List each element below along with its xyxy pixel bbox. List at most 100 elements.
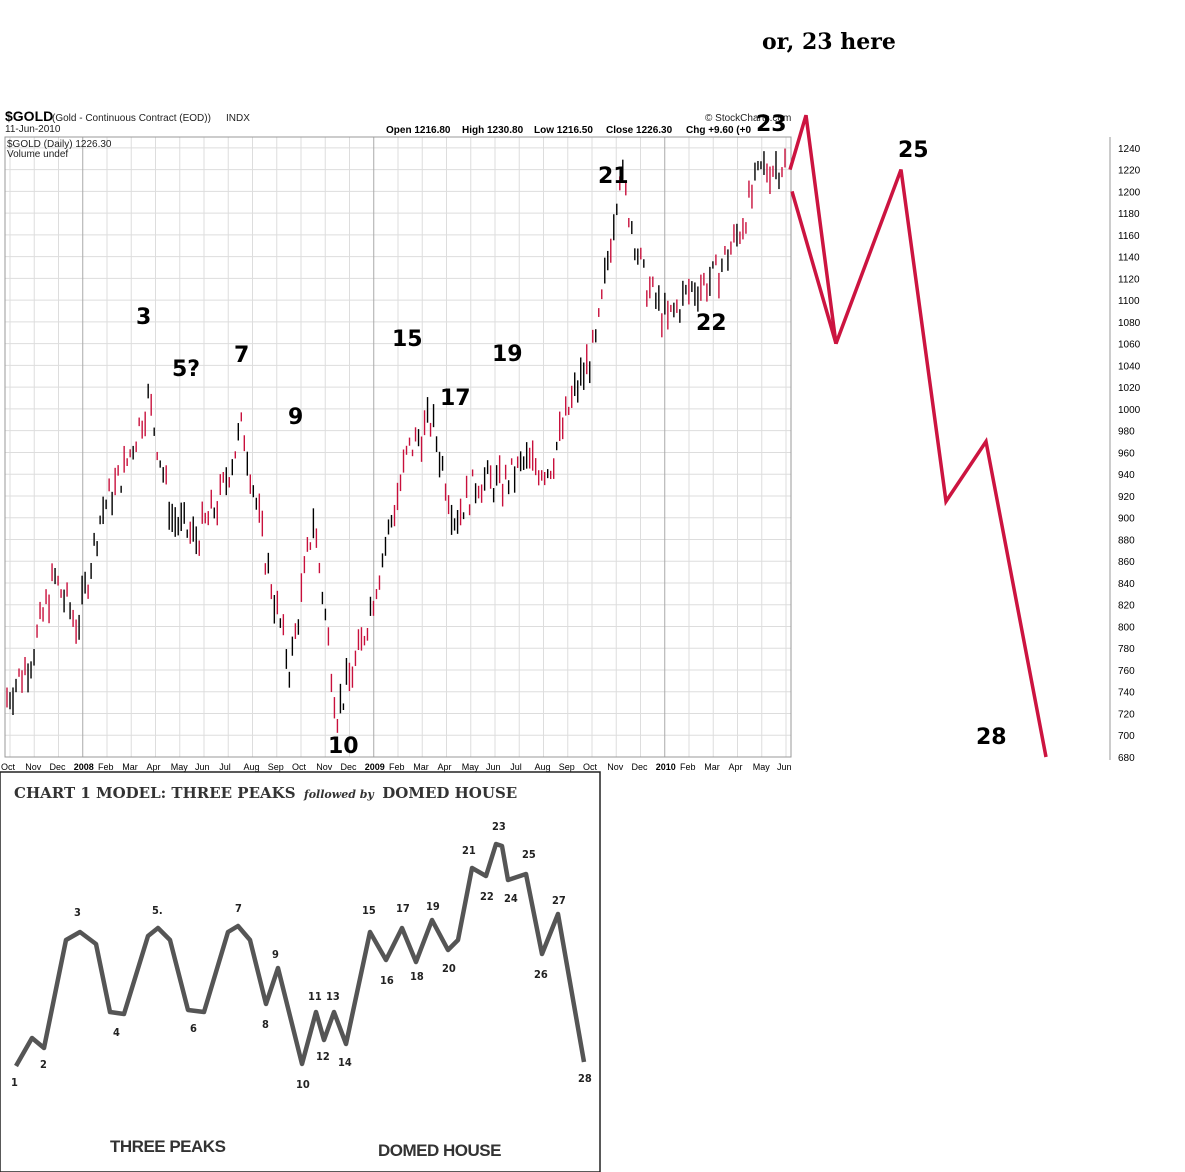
model-point-label: 1: [11, 1076, 18, 1089]
y-tick-label: 1120: [1118, 274, 1140, 285]
model-point-label: 4: [113, 1026, 120, 1039]
x-axis-ticks: Oct Nov Dec 2008 Feb Mar Apr May Jun Jul Aug Sep Oct…: [1, 762, 792, 772]
y-tick-label: 820: [1118, 601, 1135, 612]
x-tick-label: Nov: [25, 762, 42, 772]
caption-three-peaks: THREE PEAKS: [110, 1137, 226, 1156]
wave-label: 3: [136, 305, 151, 330]
volume-legend: Volume undef: [7, 149, 68, 160]
x-tick-label: Feb: [389, 762, 405, 772]
x-tick-label: Jun: [777, 762, 792, 772]
model-point-label: 9: [272, 948, 279, 961]
y-tick-label: 1160: [1118, 231, 1140, 242]
quote-chg: Chg +9.60 (+0: [686, 125, 751, 136]
model-point-label: 2: [40, 1058, 47, 1071]
model-point-label: 13: [326, 990, 340, 1003]
x-tick-label: May: [753, 762, 771, 772]
y-tick-label: 940: [1118, 470, 1135, 481]
y-axis-ticks: 680 700 720 740 760 780 800 820 840 860 880 900 920 9…: [1118, 144, 1141, 764]
y-tick-label: 880: [1118, 535, 1135, 546]
x-tick-label: May: [462, 762, 480, 772]
model-point-labels: 12345.6789101112131415161718192021222324…: [11, 820, 592, 1091]
y-tick-label: 960: [1118, 448, 1135, 459]
model-point-label: 11: [308, 990, 322, 1003]
wave-label: 22: [696, 311, 727, 336]
x-tick-label: Jun: [486, 762, 501, 772]
model-point-label: 18: [410, 970, 424, 983]
chart-title: $GOLD: [5, 108, 53, 124]
model-frame: [0, 771, 601, 1172]
x-tick-label: Mar: [704, 762, 720, 772]
annotation-23-here: or, 23 here: [762, 29, 896, 55]
y-tick-label: 700: [1118, 731, 1135, 742]
x-tick-label: Sep: [268, 762, 284, 772]
model-point-label: 19: [426, 900, 440, 913]
x-tick-label: Mar: [413, 762, 429, 772]
projection-alt-line: [790, 190, 838, 345]
series-legend: $GOLD (Daily) 1226.30: [7, 139, 112, 150]
y-tick-label: 900: [1118, 514, 1135, 525]
y-tick-label: 800: [1118, 622, 1135, 633]
price-bars: [6, 148, 786, 733]
x-tick-label: Dec: [50, 762, 67, 772]
y-tick-label: 1080: [1118, 318, 1141, 329]
wave-label: 15: [392, 327, 423, 352]
model-point-label: 20: [442, 962, 456, 975]
y-tick-label: 720: [1118, 709, 1135, 720]
model-point-label: 6: [190, 1022, 197, 1035]
chart-exchange: INDX: [226, 113, 250, 124]
x-tick-label: Oct: [292, 762, 307, 772]
model-point-label: 23: [492, 820, 506, 833]
model-point-label: 24: [504, 892, 518, 905]
model-point-label: 15: [362, 904, 376, 917]
model-point-label: 22: [480, 890, 494, 903]
model-line: [14, 841, 587, 1068]
model-point-label: 28: [578, 1072, 592, 1085]
x-tick-label: 2008: [74, 762, 94, 772]
model-point-label: 26: [534, 968, 548, 981]
wave-label: 23: [756, 112, 787, 137]
x-tick-label: Feb: [98, 762, 114, 772]
model-point-label: 12: [316, 1050, 330, 1063]
wave-label: 28: [976, 725, 1007, 750]
wave-label: 21: [598, 164, 629, 189]
model-point-label: 5.: [152, 904, 163, 917]
x-tick-label: Feb: [680, 762, 696, 772]
y-tick-label: 1040: [1118, 361, 1141, 372]
wave-label: 5?: [172, 357, 200, 382]
x-tick-label: Oct: [1, 762, 16, 772]
x-tick-label: Mar: [122, 762, 138, 772]
y-tick-label: 920: [1118, 492, 1135, 503]
model-point-label: 17: [396, 902, 410, 915]
y-tick-label: 1240: [1118, 144, 1141, 155]
model-title: CHART 1 MODEL: THREE PEAKS followed by D…: [14, 784, 517, 802]
plot-frame: [4, 136, 792, 758]
y-tick-label: 860: [1118, 557, 1135, 568]
x-tick-label: Dec: [632, 762, 649, 772]
caption-domed-house: DOMED HOUSE: [378, 1141, 501, 1160]
x-tick-label: Apr: [438, 762, 452, 772]
model-point-label: 14: [338, 1056, 352, 1069]
model-point-label: 3: [74, 906, 81, 919]
y-tick-label: 740: [1118, 688, 1135, 699]
x-tick-label: May: [171, 762, 189, 772]
y-tick-label: 1200: [1118, 187, 1141, 198]
watermark: © StockCharts.com: [705, 113, 791, 124]
y-tick-label: 1060: [1118, 340, 1141, 351]
x-tick-label: Apr: [147, 762, 161, 772]
x-tick-label: Nov: [607, 762, 624, 772]
quote-close: Close 1226.30: [606, 125, 673, 136]
model-point-label: 8: [262, 1018, 269, 1031]
model-point-label: 7: [235, 902, 242, 915]
y-tick-label: 1100: [1118, 296, 1140, 307]
projection-line: [788, 114, 1048, 758]
x-tick-label: Nov: [316, 762, 333, 772]
x-tick-label: Aug: [244, 762, 260, 772]
y-tick-label: 1000: [1118, 405, 1141, 416]
y-tick-label: 780: [1118, 644, 1135, 655]
gridlines: [5, 137, 791, 758]
y-tick-label: 1180: [1118, 209, 1140, 220]
wave-label: 17: [440, 386, 471, 411]
x-tick-label: Jul: [219, 762, 231, 772]
model-point-label: 25: [522, 848, 536, 861]
